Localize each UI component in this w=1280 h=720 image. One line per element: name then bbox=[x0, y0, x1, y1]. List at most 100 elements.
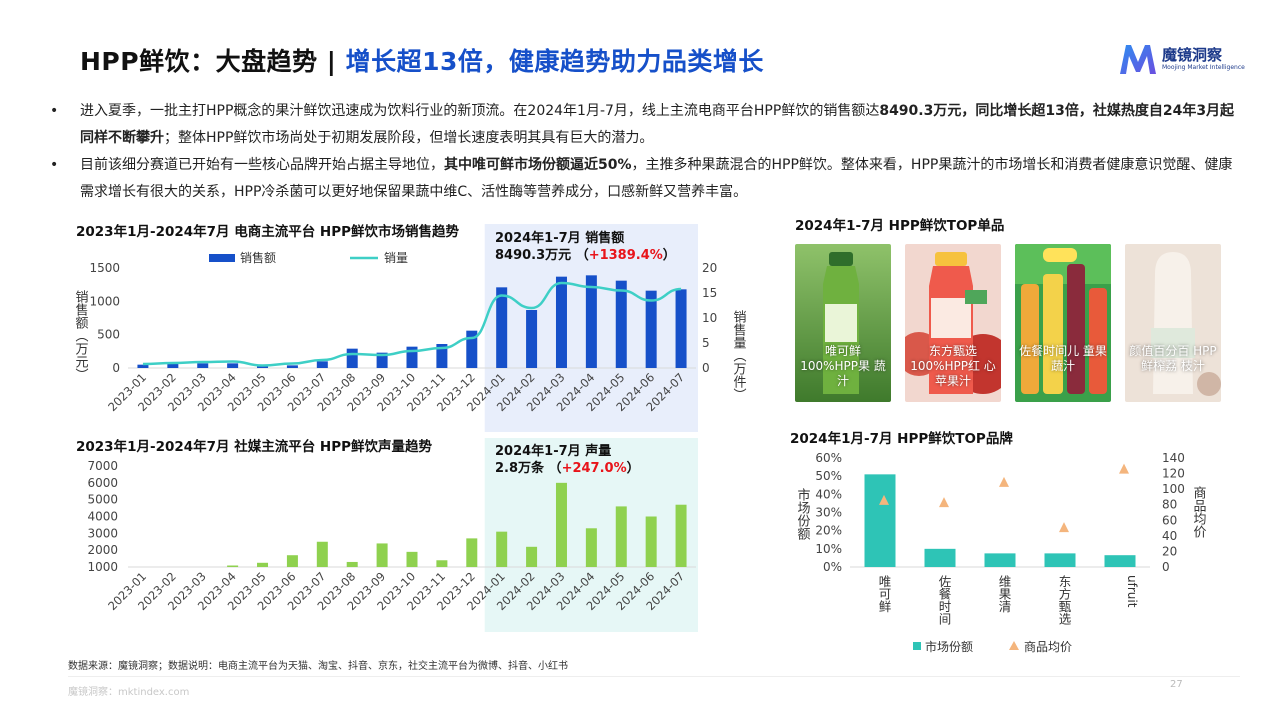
brands-bar bbox=[864, 474, 896, 567]
social-ytick: 1000 bbox=[87, 560, 118, 574]
ecommerce-bar bbox=[615, 280, 627, 368]
brands-ytick-right: 80 bbox=[1162, 498, 1177, 512]
social-bar bbox=[466, 538, 478, 567]
ecommerce-bar bbox=[137, 364, 149, 368]
ecommerce-bar bbox=[167, 364, 179, 368]
top-products-title: 2024年1-7月 HPP鲜饮TOP单品 bbox=[795, 218, 1005, 234]
brands-price-marker bbox=[939, 497, 949, 508]
social-bar bbox=[346, 561, 358, 567]
ecommerce-bar bbox=[406, 346, 418, 368]
brands-ytick-left: 30% bbox=[815, 506, 842, 520]
ecommerce-bar bbox=[675, 289, 687, 368]
social-bar bbox=[526, 546, 538, 567]
product-caption-3: 佐餐时间儿 童果蔬汁 bbox=[1019, 344, 1107, 373]
moojing-logo-icon bbox=[1120, 45, 1156, 74]
product-caption-2: 东方甄选 100%HPP红 心苹果汁 bbox=[910, 344, 996, 388]
brands-ytick-right: 20 bbox=[1162, 544, 1177, 558]
ecommerce-bar bbox=[496, 287, 508, 368]
brands-price-marker bbox=[879, 494, 889, 505]
ecommerce-ylabel-right: 销售量（万件） bbox=[731, 310, 747, 401]
juice-bottle-green-icon bbox=[795, 244, 891, 402]
social-ytick: 2000 bbox=[87, 543, 118, 557]
brands-bar bbox=[924, 548, 956, 567]
juice-bottle-red-icon bbox=[905, 244, 1001, 402]
bullet-dot: • bbox=[50, 157, 59, 173]
logo-cn: 魔镜洞察 bbox=[1162, 46, 1223, 64]
juice-bottle-lychee-icon bbox=[1125, 244, 1221, 402]
bullet-1-text: 进入夏季，一批主打HPP概念的果汁鲜饮迅速成为饮料行业的新顶流。在2024年1月… bbox=[80, 103, 880, 119]
product-card-2[interactable]: 东方甄选 100%HPP红 心苹果汁 bbox=[905, 244, 1001, 402]
brands-ytick-right: 140 bbox=[1162, 451, 1185, 465]
legend-share-label: 市场份额 bbox=[925, 639, 973, 654]
brands-xtick: 佐餐时间 bbox=[937, 575, 952, 625]
social-ytick: 4000 bbox=[87, 510, 118, 524]
product-card-3[interactable]: 佐餐时间儿 童果蔬汁 bbox=[1015, 244, 1111, 402]
page-title-highlight: 增长超13倍，健康趋势助力品类增长 bbox=[345, 47, 764, 76]
social-ytick: 7000 bbox=[87, 459, 118, 473]
bullet-1-bold: 8490.3万元，同比增长超13倍，社媒热度自24年3月起同样不断攀升 bbox=[80, 103, 1235, 146]
social-chart-title: 2023年1月-2024年7月 社媒主流平台 HPP鲜饮声量趋势 bbox=[76, 439, 433, 455]
ecommerce-ytick-left: 0 bbox=[112, 361, 120, 375]
brand-logo: 魔镜洞察 Moojing Market Intelligence bbox=[1118, 42, 1248, 78]
social-bar bbox=[257, 562, 269, 567]
social-bar bbox=[316, 541, 328, 567]
social-bar bbox=[227, 565, 239, 567]
social-bar bbox=[406, 551, 418, 567]
ecommerce-bar bbox=[585, 275, 597, 368]
social-bar bbox=[675, 504, 687, 567]
ecommerce-ytick-right: 0 bbox=[702, 361, 710, 375]
brands-ytick-right: 60 bbox=[1162, 513, 1177, 527]
social-bar bbox=[555, 482, 567, 567]
brands-xtick: 东方甄选 bbox=[1057, 575, 1072, 626]
ecommerce-ytick-left: 1000 bbox=[89, 294, 120, 308]
social-chart: 10002000300040005000600070002023-012023-… bbox=[87, 438, 698, 632]
product-card-4[interactable]: 颜值百分百 HPP鲜榨荔 枝汁 bbox=[1125, 244, 1221, 402]
ecommerce-ytick-right: 15 bbox=[702, 286, 717, 300]
ecommerce-annotation-pct: +1389.4% bbox=[589, 248, 663, 263]
bullet-2-bold: 其中唯可鲜市场份额逼近50% bbox=[444, 157, 632, 173]
brands-bar bbox=[984, 553, 1016, 567]
bullet-1: • 进入夏季，一批主打HPP概念的果汁鲜饮迅速成为饮料行业的新顶流。在2024年… bbox=[50, 98, 1240, 152]
legend-volume-label: 销量 bbox=[384, 251, 408, 265]
brands-ytick-right: 40 bbox=[1162, 529, 1177, 543]
bullet-1-text-end: ；整体HPP鲜饮市场尚处于初期发展阶段，但增长速度表明其具有巨大的潜力。 bbox=[164, 130, 654, 146]
footer-site: 魔镜洞察：mktindex.com bbox=[68, 687, 190, 698]
ecommerce-bar bbox=[376, 352, 388, 368]
brands-ytick-right: 100 bbox=[1162, 482, 1185, 496]
ecommerce-bar bbox=[197, 363, 209, 368]
social-annotation-close: ） bbox=[627, 460, 640, 476]
ecommerce-annotation-line1: 2024年1-7月 销售额 bbox=[495, 230, 624, 246]
brands-xtick: ufruit bbox=[1125, 575, 1139, 608]
product-card-1[interactable]: 唯可鲜 100%HPP果 蔬汁 bbox=[795, 244, 891, 402]
data-source-note: 数据来源：魔镜洞察；数据说明：电商主流平台为天猫、淘宝、抖音、京东，社交主流平台… bbox=[68, 661, 568, 672]
ecommerce-bar bbox=[286, 365, 298, 368]
social-annotation-pct: +247.0% bbox=[562, 461, 627, 476]
ecommerce-annotation-line2: 8490.3万元 （+1389.4%） bbox=[495, 247, 676, 263]
social-bar bbox=[645, 516, 657, 567]
ecommerce-bar bbox=[346, 348, 358, 368]
social-ytick: 5000 bbox=[87, 493, 118, 507]
ecommerce-bar bbox=[466, 330, 478, 368]
brands-ytick-left: 10% bbox=[815, 542, 842, 556]
brands-bar bbox=[1044, 553, 1076, 567]
brands-ytick-right: 120 bbox=[1162, 467, 1185, 481]
legend-sales-swatch bbox=[209, 254, 235, 262]
legend-price-swatch bbox=[1009, 641, 1019, 650]
page-number: 27 bbox=[1170, 679, 1183, 690]
ecommerce-bar bbox=[436, 344, 448, 368]
bullet-2-text-end: ，主推多种果蔬混合的HPP鲜饮。整体来看，HPP果蔬汁的市场增长和消费者健康意识… bbox=[80, 157, 1233, 200]
brands-ytick-left: 60% bbox=[815, 451, 842, 465]
ecommerce-bar bbox=[555, 276, 567, 368]
ecommerce-bar bbox=[645, 290, 657, 368]
social-bar bbox=[286, 555, 298, 567]
social-bar bbox=[496, 531, 508, 567]
brands-xtick: 唯可鲜 bbox=[877, 575, 892, 613]
brands-bar bbox=[1104, 555, 1136, 567]
ecommerce-annotation-value: 8490.3万元 （ bbox=[495, 247, 589, 263]
legend-share-swatch bbox=[913, 642, 921, 650]
brands-ytick-right: 0 bbox=[1162, 560, 1170, 574]
brands-xtick: 维果清 bbox=[997, 575, 1012, 613]
brands-ytick-left: 40% bbox=[815, 487, 842, 501]
